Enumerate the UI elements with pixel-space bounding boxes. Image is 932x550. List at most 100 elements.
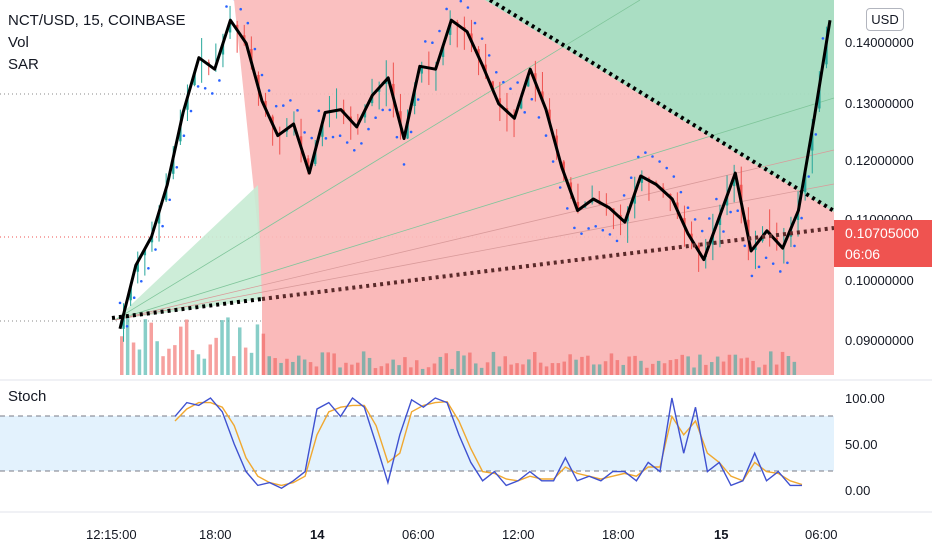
volume-bar [137, 349, 142, 375]
sar-dot [118, 301, 122, 305]
fan-line [114, 183, 835, 321]
time-label: 06:00 [805, 527, 838, 542]
sar-dot [786, 261, 789, 265]
candle-body [363, 110, 367, 118]
sar-dot [175, 166, 179, 169]
sar-dot [622, 194, 626, 197]
stoch-pane[interactable]: 100.00 50.00 0.00 [0, 391, 885, 498]
volume-bar [220, 320, 224, 375]
sar-dot [317, 109, 321, 113]
sar-dot [239, 7, 242, 11]
candle-body [306, 158, 310, 170]
volume-bar [662, 363, 667, 375]
time-label: 06:00 [402, 527, 435, 542]
sar-dot [338, 134, 342, 138]
volume-bar [763, 364, 767, 375]
sar-dot [182, 134, 186, 138]
indicator-sar[interactable]: SAR [8, 56, 39, 73]
sar-dot [779, 270, 782, 273]
sar-dot [274, 104, 278, 108]
sar-dot [310, 136, 314, 140]
sar-dot [594, 224, 597, 228]
sar-dot [551, 160, 555, 163]
volume-bar [120, 336, 124, 375]
volume-bar [385, 363, 389, 375]
candle-body [562, 161, 565, 173]
time-label: 12:00 [502, 527, 535, 542]
candle-body [420, 66, 423, 74]
sar-dot [395, 135, 399, 139]
sar-dot [203, 86, 207, 90]
symbol-legend[interactable]: NCT/USD, 15, COINBASE Vol SAR [8, 10, 186, 76]
sar-dot [651, 155, 654, 158]
sar-dot [708, 217, 711, 220]
sar-dot [480, 37, 484, 40]
sar-dot [686, 206, 690, 209]
volume-bar [592, 364, 596, 375]
fan-line [114, 97, 835, 321]
price-tick: 0.09000000 [845, 333, 914, 348]
sar-dot [409, 130, 413, 134]
volume-bar [232, 356, 236, 375]
sar-dot [771, 262, 775, 265]
volume-bar [409, 367, 413, 375]
sar-dot [388, 108, 392, 112]
volume-bar [680, 354, 684, 375]
candle-body [569, 182, 573, 193]
volume-bar [544, 366, 549, 375]
candle-body [747, 219, 750, 238]
price-pane[interactable] [0, 0, 836, 375]
stoch-title[interactable]: Stoch [8, 388, 47, 405]
volume-bar [332, 353, 336, 375]
volume-bar [533, 352, 537, 375]
candle-body [179, 125, 182, 142]
candle-body [250, 49, 253, 63]
sar-dot [693, 218, 697, 221]
volume-bar [202, 358, 207, 375]
sar-dot [267, 89, 271, 92]
volume-bar [527, 359, 531, 375]
sar-dot [495, 70, 498, 74]
indicator-vol[interactable]: Vol [8, 34, 29, 51]
price-axis[interactable]: 0.14000000 0.13000000 0.12000000 0.11000… [845, 35, 914, 348]
volume-bar [568, 354, 572, 375]
sar-dot [587, 227, 590, 230]
volume-bar [580, 356, 584, 375]
volume-bar [780, 351, 785, 375]
candle-body [221, 43, 225, 55]
volume-bar [603, 361, 608, 375]
volume-bar [131, 342, 136, 375]
volume-bar [125, 316, 130, 375]
volume-bar [155, 341, 159, 375]
price-tick: 0.14000000 [845, 35, 914, 50]
volume-bar [291, 361, 295, 375]
candle-body [676, 202, 679, 211]
sar-dot [381, 108, 385, 112]
candle-body [193, 72, 196, 86]
current-price-value: 0.10705000 [845, 225, 919, 241]
sar-dot [644, 151, 647, 154]
sar-dot [523, 111, 526, 114]
sar-dot [722, 230, 725, 233]
symbol-title[interactable]: NCT/USD, 15, COINBASE [8, 12, 186, 29]
candle-body [271, 116, 274, 125]
stoch-tick: 100.00 [845, 391, 885, 406]
volume-bar [597, 364, 602, 375]
candle-body [718, 215, 722, 225]
volume-bar [161, 356, 165, 375]
volume-bar [456, 351, 460, 375]
volume-bar [710, 362, 714, 375]
volume-bar [279, 362, 283, 375]
volume-bar [745, 357, 749, 375]
time-axis[interactable]: 12:15:00 18:00 14 06:00 12:00 18:00 15 0… [86, 527, 838, 542]
candle-body [711, 234, 715, 245]
volume-bar [503, 356, 507, 375]
currency-button[interactable]: USD [866, 8, 904, 31]
candle-body [172, 157, 175, 174]
price-line [118, 18, 832, 330]
volume-bar [255, 324, 260, 375]
sar-dot [629, 176, 633, 179]
sar-dot [353, 148, 356, 152]
candle-body [413, 89, 416, 107]
